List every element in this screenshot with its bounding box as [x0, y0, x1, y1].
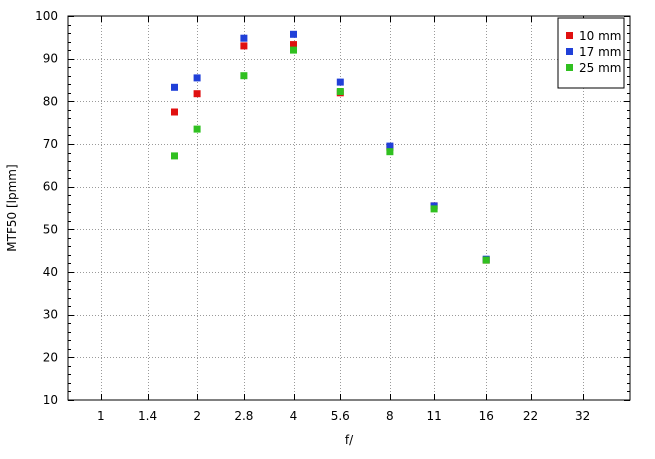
x-tick-label: 5.6: [331, 409, 350, 423]
x-tick-label: 16: [479, 409, 494, 423]
data-point: [386, 142, 394, 150]
y-tick-label: 60: [43, 180, 58, 194]
x-tick-label: 8: [386, 409, 394, 423]
grid: [68, 16, 630, 400]
x-tick-label: 22: [523, 409, 538, 423]
data-point: [193, 90, 201, 98]
x-axis-label: f/: [345, 433, 354, 447]
data-point: [171, 83, 178, 91]
x-tick-label: 2.8: [234, 409, 253, 423]
legend-label: 10 mm: [579, 29, 621, 43]
y-tick-label: 80: [43, 94, 58, 108]
data-point: [171, 152, 178, 160]
x-tick-label: 1: [97, 409, 105, 423]
x-tick-label: 11: [427, 409, 442, 423]
data-point: [193, 74, 201, 82]
data-point: [386, 148, 394, 156]
data-point: [290, 30, 297, 38]
y-tick-label: 100: [35, 9, 58, 23]
y-tick-label: 30: [43, 308, 58, 322]
y-axis-label: MTF50 [lpmm]: [5, 164, 19, 251]
data-point: [290, 41, 297, 49]
x-tick-label: 2: [193, 409, 201, 423]
data-point: [336, 78, 344, 86]
data-points: [171, 30, 490, 264]
data-point: [193, 125, 201, 133]
x-tick-label: 32: [575, 409, 590, 423]
legend-marker: [566, 32, 573, 39]
data-point: [290, 46, 297, 54]
data-point: [336, 88, 344, 95]
y-tick-label: 40: [43, 265, 58, 279]
x-tick-label: 4: [290, 409, 298, 423]
axes: 10 20 30 40 50 60 70 80 90 100 1 1.4 2 2.8 4 5.6 8 11 16 22…: [35, 9, 630, 423]
data-point: [240, 34, 248, 42]
legend-label: 25 mm: [579, 61, 621, 75]
legend: 10 mm 17 mm 25 mm: [557, 17, 625, 89]
y-tick-label: 10: [43, 393, 58, 407]
data-point: [240, 42, 248, 50]
legend-label: 17 mm: [579, 45, 621, 59]
x-tick-label: 1.4: [138, 409, 157, 423]
y-tick-label: 50: [43, 222, 58, 236]
plot-frame: [67, 15, 631, 401]
legend-marker: [566, 64, 573, 71]
data-point: [240, 72, 248, 80]
y-tick-label: 90: [43, 52, 58, 66]
y-tick-label: 70: [43, 137, 58, 151]
data-point: [171, 108, 178, 116]
y-tick-label: 20: [43, 350, 58, 364]
data-point: [482, 256, 490, 264]
data-point: [430, 205, 438, 213]
legend-marker: [566, 48, 573, 55]
